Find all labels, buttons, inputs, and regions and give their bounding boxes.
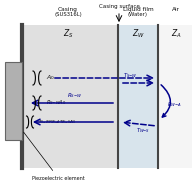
Text: Casing: Casing	[58, 7, 78, 12]
Text: $T_{W\mathregular{-}S}$: $T_{W\mathregular{-}S}$	[136, 126, 150, 135]
Text: Air: Air	[172, 7, 180, 12]
Text: $A_0$: $A_0$	[46, 74, 55, 83]
Text: $R_{S\mathregular{-}W}A_0$: $R_{S\mathregular{-}W}A_0$	[46, 99, 67, 107]
Text: $T_{S\mathregular{-}W}R_{W\mathregular{-}A}T_{W\mathregular{-}S}A_0$: $T_{S\mathregular{-}W}R_{W\mathregular{-…	[38, 118, 76, 126]
Text: $Z_A$: $Z_A$	[171, 28, 181, 41]
Text: $R_{S\mathregular{-}W}$: $R_{S\mathregular{-}W}$	[67, 91, 83, 100]
Text: Piezoelectric element: Piezoelectric element	[24, 132, 85, 181]
Text: $R_{W\mathregular{-}A}$: $R_{W\mathregular{-}A}$	[167, 101, 181, 110]
Bar	[118, 25, 158, 168]
Bar	[5, 62, 22, 140]
Text: $Z_S$: $Z_S$	[63, 28, 73, 41]
Text: $T_{S\mathregular{-}W}$: $T_{S\mathregular{-}W}$	[123, 71, 137, 80]
Text: Casing surface: Casing surface	[98, 4, 139, 9]
Text: Liquid film: Liquid film	[123, 7, 153, 12]
Text: (SUS316L): (SUS316L)	[54, 12, 82, 17]
Text: (Water): (Water)	[128, 12, 148, 17]
FancyArrowPatch shape	[161, 85, 170, 117]
Bar	[22, 25, 118, 168]
Bar	[158, 25, 192, 168]
Text: $Z_W$: $Z_W$	[132, 28, 144, 41]
